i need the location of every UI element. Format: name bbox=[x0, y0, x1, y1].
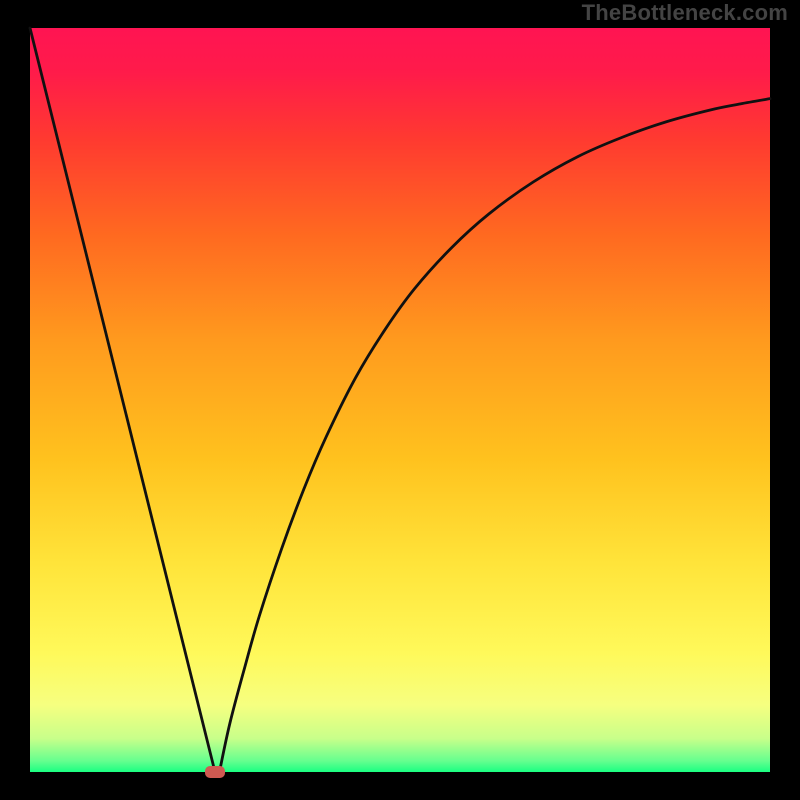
minimum-marker bbox=[205, 766, 225, 778]
watermark-text: TheBottleneck.com bbox=[582, 0, 788, 26]
plot-svg bbox=[0, 0, 800, 800]
plot-background bbox=[30, 28, 770, 772]
chart-stage: TheBottleneck.com bbox=[0, 0, 800, 800]
